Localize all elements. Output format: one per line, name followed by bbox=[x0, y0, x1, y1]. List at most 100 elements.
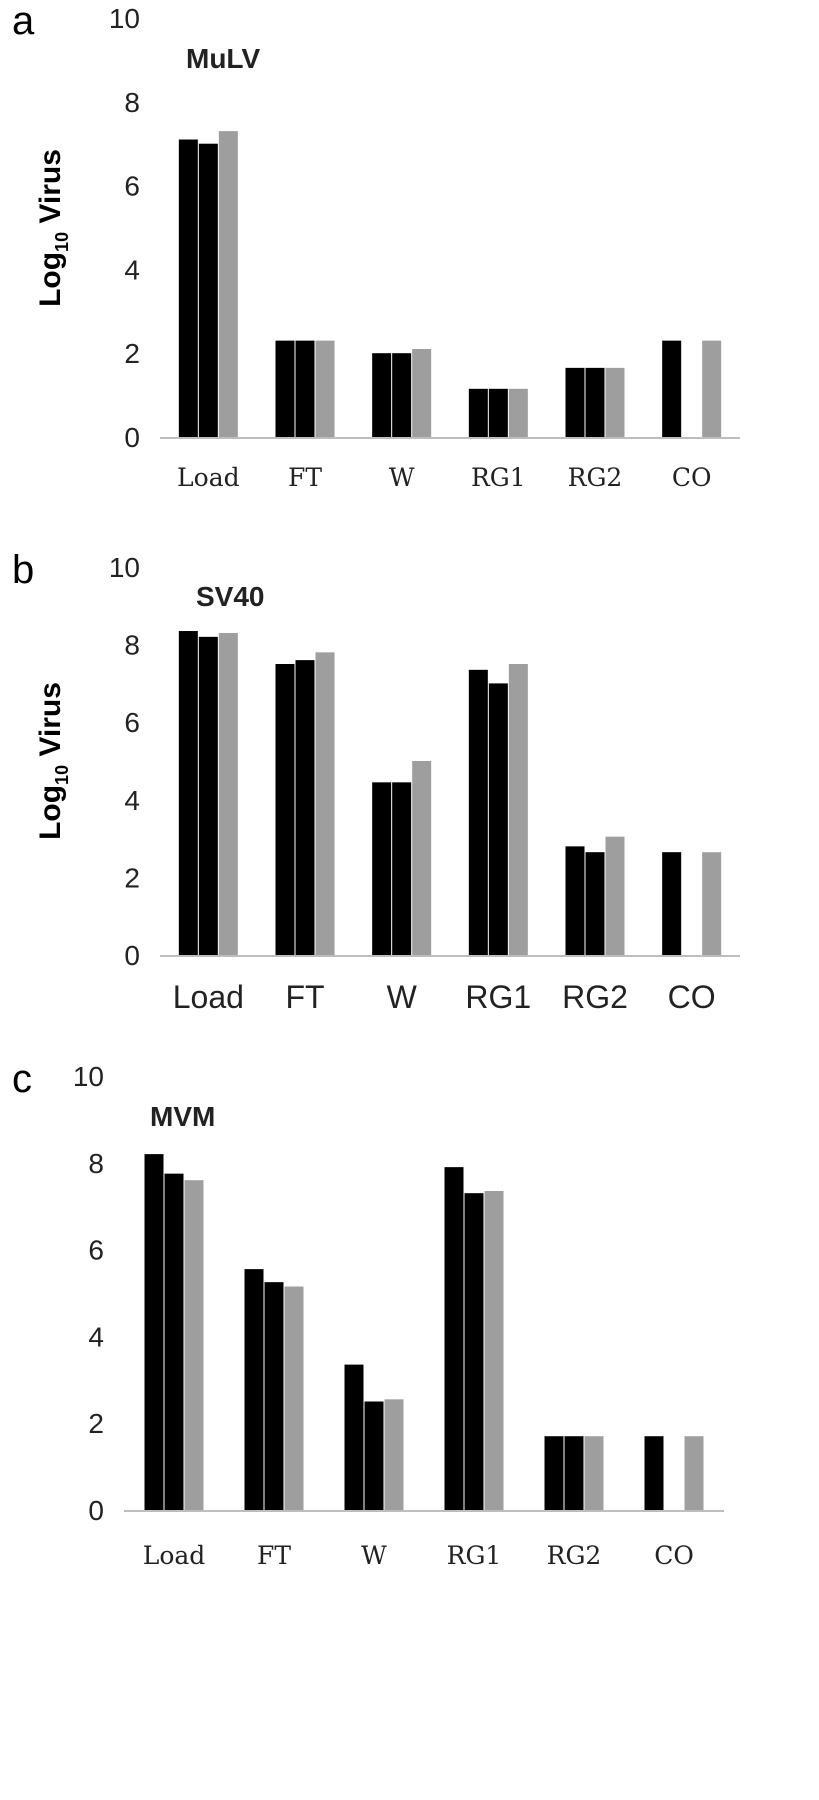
panel-a-xtick-rg1: RG1 bbox=[471, 463, 526, 492]
panel-c-xtick-rg1: RG1 bbox=[447, 1541, 502, 1570]
panel-c-xtick-load: Load bbox=[143, 1541, 206, 1570]
panel-b-bar-ft-2 bbox=[295, 660, 315, 955]
panel-b-bar-rg1-3 bbox=[508, 664, 528, 955]
panel-c-xtick-rg2: RG2 bbox=[547, 1541, 602, 1570]
panel-c-letter: c bbox=[12, 1057, 32, 1101]
panel-b-xtick-rg2: RG2 bbox=[562, 979, 628, 1015]
panel-c-ytick-2: 2 bbox=[88, 1408, 104, 1439]
panel-a-ytick-8: 8 bbox=[124, 87, 140, 118]
panel-a-bar-rg1-3 bbox=[508, 388, 528, 437]
panel-a-bar-w-1 bbox=[372, 353, 392, 437]
panel-c-bar-w-2 bbox=[364, 1401, 384, 1510]
panel-b-bar-w-1 bbox=[372, 782, 392, 955]
panel-b-bar-co-1 bbox=[662, 852, 682, 955]
panel-a-bar-w-2 bbox=[392, 353, 412, 437]
panel-c-bar-load-2 bbox=[164, 1173, 184, 1510]
panel-b-ytick-8: 8 bbox=[124, 630, 140, 661]
panel-a-xtick-w: W bbox=[389, 463, 415, 492]
panel-c-bar-load-3 bbox=[184, 1180, 204, 1510]
panel-c-bar-rg1-3 bbox=[484, 1191, 504, 1510]
panel-a-xtick-ft: FT bbox=[288, 463, 322, 492]
panel-c-ytick-0: 0 bbox=[88, 1495, 104, 1526]
panel-a-bar-ft-2 bbox=[295, 340, 315, 437]
panel-a-xtick-co: CO bbox=[672, 463, 712, 492]
panel-a-bar-ft-3 bbox=[315, 340, 335, 437]
panel-a-ytick-4: 4 bbox=[124, 254, 140, 285]
panel-b-bar-ft-3 bbox=[315, 652, 335, 955]
panel-c-bar-ft-2 bbox=[264, 1282, 284, 1510]
panel-a-bar-load-2 bbox=[198, 143, 218, 437]
panel-a-bar-rg2-3 bbox=[605, 367, 625, 437]
panel-b-xtick-w: W bbox=[387, 979, 418, 1015]
panel-c-bar-rg1-2 bbox=[464, 1193, 484, 1510]
panel-b-bar-rg2-2 bbox=[585, 852, 605, 955]
panel-c-bar-rg1-1 bbox=[444, 1167, 464, 1510]
panel-a-ylabel: Log10 Virus bbox=[34, 149, 72, 307]
panel-c-bar-rg2-3 bbox=[584, 1436, 604, 1510]
panel-a-chart: a MuLV Log10 Virus 0 2 4 6 8 10 Load FT W RG1 RG2 CO bbox=[12, 0, 740, 492]
panel-b-bar-co-3 bbox=[702, 852, 722, 955]
panel-a-xtick-load: Load bbox=[177, 463, 240, 492]
panel-c-bar-ft-3 bbox=[284, 1286, 304, 1510]
panel-a-bar-co-1 bbox=[662, 340, 682, 437]
panel-c-ytick-4: 4 bbox=[88, 1321, 104, 1352]
panel-c-bar-co-3 bbox=[684, 1436, 704, 1510]
panel-b-title: SV40 bbox=[196, 581, 265, 612]
panel-b-xtick-rg1: RG1 bbox=[465, 979, 531, 1015]
panel-a-ytick-2: 2 bbox=[124, 338, 140, 369]
panel-c-bar-load-1 bbox=[144, 1154, 164, 1510]
panel-b-bar-w-2 bbox=[392, 782, 412, 955]
panel-c-chart: c MVM 0 2 4 6 8 10 Load FT W RG1 RG2 CO bbox=[12, 1057, 724, 1570]
panel-a-bar-load-3 bbox=[218, 131, 238, 437]
panel-c-bar-ft-1 bbox=[244, 1269, 264, 1510]
panel-b-bar-load-2 bbox=[198, 636, 218, 955]
panel-a-bar-w-3 bbox=[412, 349, 432, 437]
panel-b-ytick-4: 4 bbox=[124, 785, 140, 816]
panel-a-xtick-rg2: RG2 bbox=[568, 463, 623, 492]
panel-c-bar-rg2-2 bbox=[564, 1436, 584, 1510]
panel-a-ytick-0: 0 bbox=[124, 422, 140, 453]
panel-a-letter: a bbox=[12, 0, 35, 43]
panel-c-bar-w-3 bbox=[384, 1399, 404, 1510]
panel-b-letter: b bbox=[12, 548, 34, 592]
panel-b-xtick-co: CO bbox=[668, 979, 716, 1015]
panel-b-ylabel: Log10 Virus bbox=[34, 682, 72, 840]
panel-c-bar-co-1 bbox=[644, 1436, 664, 1510]
panel-b-chart: b SV40 Log10 Virus 0 2 4 6 8 10 Load FT W RG1 RG2 CO bbox=[12, 548, 740, 1015]
panel-b-bar-rg2-1 bbox=[565, 846, 585, 955]
panel-b-bar-ft-1 bbox=[275, 664, 295, 955]
panel-b-bar-rg1-1 bbox=[468, 669, 488, 955]
panel-c-xtick-ft: FT bbox=[257, 1541, 291, 1570]
panel-b-ytick-0: 0 bbox=[124, 940, 140, 971]
panel-a-bar-rg1-2 bbox=[488, 388, 508, 437]
panel-a-bar-ft-1 bbox=[275, 340, 295, 437]
panel-c-ytick-8: 8 bbox=[88, 1148, 104, 1179]
panel-c-ytick-10: 10 bbox=[73, 1061, 104, 1092]
panel-c-xtick-w: W bbox=[361, 1541, 387, 1570]
panel-b-xtick-ft: FT bbox=[285, 979, 324, 1015]
panel-b-ytick-6: 6 bbox=[124, 707, 140, 738]
panel-a-bar-rg2-2 bbox=[585, 367, 605, 437]
panel-a-bar-co-3 bbox=[702, 340, 722, 437]
panel-b-bar-w-3 bbox=[412, 761, 432, 955]
panel-b-bar-rg2-3 bbox=[605, 836, 625, 955]
panel-a-ytick-10: 10 bbox=[109, 3, 140, 34]
panel-c-bar-rg2-1 bbox=[544, 1436, 564, 1510]
panel-a-title: MuLV bbox=[186, 43, 260, 74]
panel-c-title: MVM bbox=[150, 1101, 215, 1132]
panel-a-ytick-6: 6 bbox=[124, 171, 140, 202]
panel-c-xtick-co: CO bbox=[654, 1541, 694, 1570]
panel-a-bar-load-1 bbox=[178, 139, 198, 437]
panel-c-bar-w-1 bbox=[344, 1364, 364, 1510]
panel-b-xtick-load: Load bbox=[173, 979, 244, 1015]
panel-b-ytick-2: 2 bbox=[124, 862, 140, 893]
panel-a-bar-rg2-1 bbox=[565, 367, 585, 437]
panel-b-bar-load-1 bbox=[178, 631, 198, 955]
panel-b-bar-rg1-2 bbox=[488, 683, 508, 955]
panel-a-bar-rg1-1 bbox=[468, 388, 488, 437]
panel-c-ytick-6: 6 bbox=[88, 1235, 104, 1266]
panel-b-bar-load-3 bbox=[218, 632, 238, 955]
panel-b-ytick-10: 10 bbox=[109, 552, 140, 583]
